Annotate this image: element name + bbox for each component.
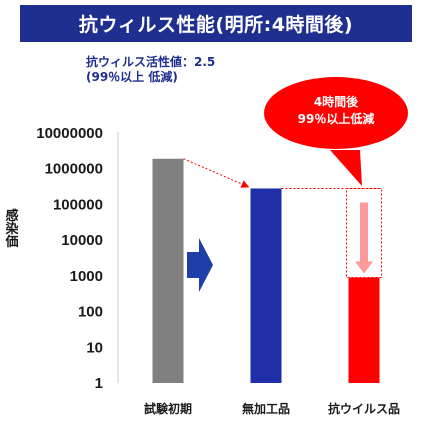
bar-3: [348, 277, 380, 383]
reduction-down-arrow: [355, 202, 373, 274]
y-tick-label: 1000: [70, 268, 103, 285]
y-axis-label: 感染価: [3, 208, 20, 249]
activity-note-line1: 抗ウィルス活性値：2.5: [86, 55, 216, 69]
category-labels: 試験初期 無加工品 抗ウイルス品: [144, 401, 400, 416]
blue-right-arrow: [187, 238, 213, 292]
reduction-callout: 4時間後 99％以上低減: [264, 77, 408, 186]
trend-dashed-arrow: [183, 158, 250, 188]
bars: [152, 158, 380, 383]
activity-note: 抗ウィルス活性値：2.5 (99％以上 低減): [86, 55, 215, 85]
activity-note-line2: (99％以上 低減): [86, 70, 178, 84]
bar-2: [250, 188, 282, 383]
callout-line1: 4時間後: [314, 94, 359, 109]
y-tick-label: 100: [78, 304, 103, 321]
y-axis-ticks: 1 10 100 1000 10000 100000 1000000 10000000: [36, 125, 103, 392]
chart-title-banner: 抗ウィルス性能(明所:4時間後): [20, 5, 412, 42]
y-tick-label: 10: [86, 339, 103, 356]
y-tick-label: 10000: [61, 232, 103, 249]
annotations: [183, 158, 382, 292]
callout-pointer: [330, 150, 362, 186]
category-label: 抗ウイルス品: [328, 401, 400, 416]
reduction-dashed-box: [346, 187, 382, 278]
y-tick-label: 1000000: [45, 161, 103, 178]
chart-title: 抗ウィルス性能(明所:4時間後): [78, 14, 354, 36]
callout-bubble: [264, 77, 408, 149]
y-tick-label: 10000000: [36, 125, 103, 142]
bar-1: [152, 158, 184, 383]
y-tick-label: 1: [95, 375, 103, 392]
callout-line2: 99％以上低減: [298, 111, 375, 126]
category-label: 無加工品: [242, 401, 290, 416]
y-tick-label: 100000: [53, 196, 103, 213]
category-label: 試験初期: [144, 401, 192, 416]
